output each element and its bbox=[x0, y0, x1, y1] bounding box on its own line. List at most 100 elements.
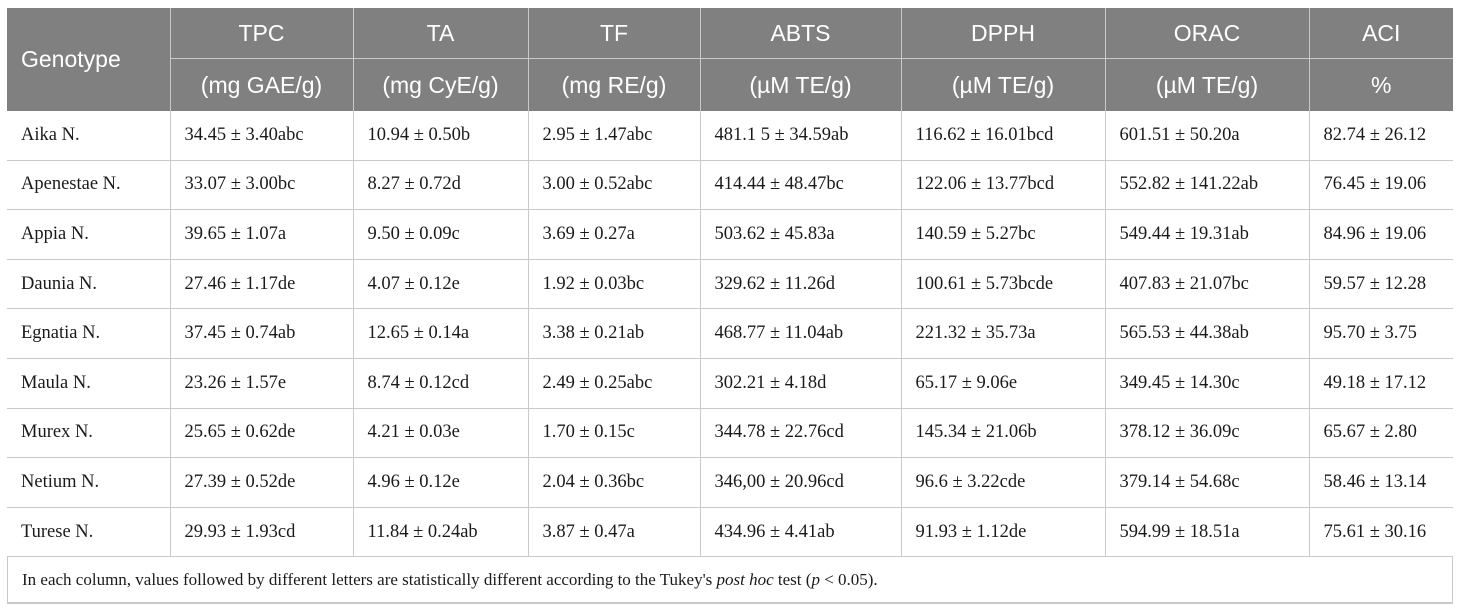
data-table-container: Genotype TPC TA TF ABTS DPPH ORAC ACI (m… bbox=[7, 8, 1453, 605]
genotype-cell: Murex N. bbox=[7, 408, 171, 459]
genotype-cell: Aika N. bbox=[7, 111, 171, 161]
aci-cell: 75.61 ± 30.16 bbox=[1309, 507, 1453, 558]
tf-cell: 1.92 ± 0.03bc bbox=[528, 259, 701, 310]
genotype-cell: Netium N. bbox=[7, 457, 171, 508]
tpc-cell: 25.65 ± 0.62de bbox=[170, 408, 354, 459]
tf-cell: 1.70 ± 0.15c bbox=[528, 408, 701, 459]
aci-cell: 76.45 ± 19.06 bbox=[1309, 160, 1453, 211]
footnote-text-3: < 0.05). bbox=[819, 570, 878, 590]
ta-cell: 4.21 ± 0.03e bbox=[353, 408, 529, 459]
header-abts: ABTS bbox=[700, 8, 902, 59]
tpc-cell: 37.45 ± 0.74ab bbox=[170, 308, 354, 359]
unit-abts: (µM TE/g) bbox=[700, 58, 902, 111]
abts-cell: 434.96 ± 4.41ab bbox=[700, 507, 902, 558]
unit-tpc: (mg GAE/g) bbox=[170, 58, 354, 111]
table-header: Genotype TPC TA TF ABTS DPPH ORAC ACI (m… bbox=[7, 8, 1453, 111]
aci-cell: 59.57 ± 12.28 bbox=[1309, 259, 1453, 310]
tpc-cell: 39.65 ± 1.07a bbox=[170, 209, 354, 260]
ta-cell: 4.07 ± 0.12e bbox=[353, 259, 529, 310]
aci-cell: 65.67 ± 2.80 bbox=[1309, 408, 1453, 459]
tf-cell: 3.00 ± 0.52abc bbox=[528, 160, 701, 211]
tpc-cell: 33.07 ± 3.00bc bbox=[170, 160, 354, 211]
tf-cell: 3.87 ± 0.47a bbox=[528, 507, 701, 558]
aci-cell: 49.18 ± 17.12 bbox=[1309, 358, 1453, 409]
dpph-cell: 122.06 ± 13.77bcd bbox=[901, 160, 1106, 211]
unit-dpph: (µM TE/g) bbox=[901, 58, 1106, 111]
aci-cell: 84.96 ± 19.06 bbox=[1309, 209, 1453, 260]
dpph-cell: 65.17 ± 9.06e bbox=[901, 358, 1106, 409]
dpph-cell: 91.93 ± 1.12de bbox=[901, 507, 1106, 558]
header-row-units: (mg GAE/g) (mg CyE/g) (mg RE/g) (µM TE/g… bbox=[7, 58, 1453, 111]
footnote-text-2: test ( bbox=[773, 570, 812, 590]
tf-cell: 2.49 ± 0.25abc bbox=[528, 358, 701, 409]
header-aci: ACI bbox=[1309, 8, 1453, 59]
table-row: Egnatia N. 37.45 ± 0.74ab 12.65 ± 0.14a 3.3… bbox=[7, 308, 1453, 359]
dpph-cell: 140.59 ± 5.27bc bbox=[901, 209, 1106, 260]
orac-cell: 549.44 ± 19.31ab bbox=[1105, 209, 1310, 260]
genotype-cell: Daunia N. bbox=[7, 259, 171, 310]
table-row: Turese N. 29.93 ± 1.93cd 11.84 ± 0.24ab 3.8… bbox=[7, 507, 1453, 558]
table-body: Aika N. 34.45 ± 3.40abc 10.94 ± 0.50b 2.95 … bbox=[7, 111, 1453, 558]
dpph-cell: 116.62 ± 16.01bcd bbox=[901, 111, 1106, 161]
aci-cell: 95.70 ± 3.75 bbox=[1309, 308, 1453, 359]
dpph-cell: 100.61 ± 5.73bcde bbox=[901, 259, 1106, 310]
header-tf: TF bbox=[528, 8, 701, 59]
orac-cell: 349.45 ± 14.30c bbox=[1105, 358, 1310, 409]
dpph-cell: 221.32 ± 35.73a bbox=[901, 308, 1106, 359]
tpc-cell: 27.39 ± 0.52de bbox=[170, 457, 354, 508]
unit-tf: (mg RE/g) bbox=[528, 58, 701, 111]
ta-cell: 10.94 ± 0.50b bbox=[353, 111, 529, 161]
header-tpc: TPC bbox=[170, 8, 354, 59]
abts-cell: 346,00 ± 20.96cd bbox=[700, 457, 902, 508]
footnote-text-1: In each column, values followed by diffe… bbox=[22, 570, 717, 590]
orac-cell: 594.99 ± 18.51a bbox=[1105, 507, 1310, 558]
ta-cell: 12.65 ± 0.14a bbox=[353, 308, 529, 359]
genotype-cell: Turese N. bbox=[7, 507, 171, 558]
orac-cell: 378.12 ± 36.09c bbox=[1105, 408, 1310, 459]
genotype-cell: Apenestae N. bbox=[7, 160, 171, 211]
ta-cell: 4.96 ± 0.12e bbox=[353, 457, 529, 508]
tf-cell: 2.95 ± 1.47abc bbox=[528, 111, 701, 161]
table-row: Appia N. 39.65 ± 1.07a 9.50 ± 0.09c 3.69 ± … bbox=[7, 209, 1453, 260]
header-ta: TA bbox=[353, 8, 529, 59]
tf-cell: 3.69 ± 0.27a bbox=[528, 209, 701, 260]
footnote-italic-p: p bbox=[811, 570, 820, 590]
ta-cell: 11.84 ± 0.24ab bbox=[353, 507, 529, 558]
header-row-names: Genotype TPC TA TF ABTS DPPH ORAC ACI bbox=[7, 8, 1453, 111]
tpc-cell: 34.45 ± 3.40abc bbox=[170, 111, 354, 161]
tf-cell: 3.38 ± 0.21ab bbox=[528, 308, 701, 359]
dpph-cell: 145.34 ± 21.06b bbox=[901, 408, 1106, 459]
footnote-italic-posthoc: post hoc bbox=[716, 570, 774, 590]
table-row: Daunia N. 27.46 ± 1.17de 4.07 ± 0.12e 1.92 … bbox=[7, 259, 1453, 310]
aci-cell: 58.46 ± 13.14 bbox=[1309, 457, 1453, 508]
table-footnote: In each column, values followed by diffe… bbox=[8, 557, 1452, 604]
header-orac: ORAC bbox=[1105, 8, 1310, 59]
orac-cell: 601.51 ± 50.20a bbox=[1105, 111, 1310, 161]
abts-cell: 503.62 ± 45.83a bbox=[700, 209, 902, 260]
orac-cell: 565.53 ± 44.38ab bbox=[1105, 308, 1310, 359]
abts-cell: 344.78 ± 22.76cd bbox=[700, 408, 902, 459]
genotype-cell: Egnatia N. bbox=[7, 308, 171, 359]
tf-cell: 2.04 ± 0.36bc bbox=[528, 457, 701, 508]
aci-cell: 82.74 ± 26.12 bbox=[1309, 111, 1453, 161]
abts-cell: 302.21 ± 4.18d bbox=[700, 358, 902, 409]
table-row: Netium N. 27.39 ± 0.52de 4.96 ± 0.12e 2.04 … bbox=[7, 457, 1453, 508]
tpc-cell: 27.46 ± 1.17de bbox=[170, 259, 354, 310]
unit-aci: % bbox=[1309, 58, 1453, 111]
ta-cell: 8.74 ± 0.12cd bbox=[353, 358, 529, 409]
genotype-table: Genotype TPC TA TF ABTS DPPH ORAC ACI (m… bbox=[7, 8, 1453, 558]
abts-cell: 329.62 ± 11.26d bbox=[700, 259, 902, 310]
genotype-cell: Appia N. bbox=[7, 209, 171, 260]
unit-orac: (µM TE/g) bbox=[1105, 58, 1310, 111]
header-dpph: DPPH bbox=[901, 8, 1106, 59]
tpc-cell: 23.26 ± 1.57e bbox=[170, 358, 354, 409]
table-row: Maula N. 23.26 ± 1.57e 8.74 ± 0.12cd 2.49 ±… bbox=[7, 358, 1453, 409]
abts-cell: 481.1 5 ± 34.59ab bbox=[700, 111, 902, 161]
ta-cell: 8.27 ± 0.72d bbox=[353, 160, 529, 211]
unit-ta: (mg CyE/g) bbox=[353, 58, 529, 111]
table-row: Aika N. 34.45 ± 3.40abc 10.94 ± 0.50b 2.95 … bbox=[7, 111, 1453, 161]
abts-cell: 414.44 ± 48.47bc bbox=[700, 160, 902, 211]
orac-cell: 407.83 ± 21.07bc bbox=[1105, 259, 1310, 310]
table-row: Murex N. 25.65 ± 0.62de 4.21 ± 0.03e 1.70 ±… bbox=[7, 408, 1453, 459]
dpph-cell: 96.6 ± 3.22cde bbox=[901, 457, 1106, 508]
